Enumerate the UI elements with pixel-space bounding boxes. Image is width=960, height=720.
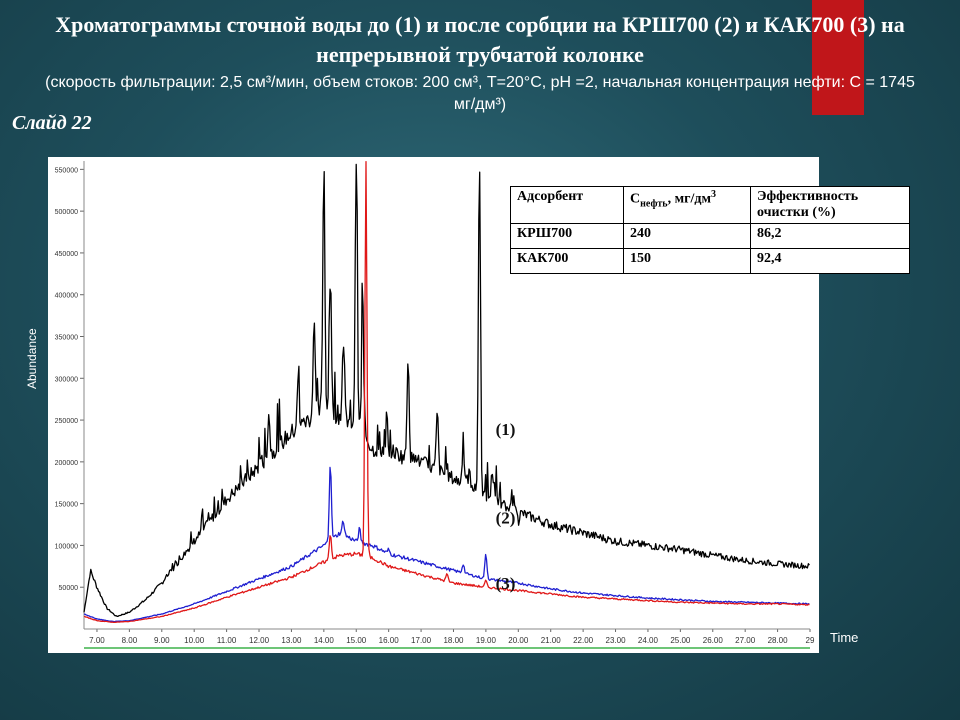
x-tick-label: 22.00: [573, 636, 594, 645]
x-tick-label: 16.00: [379, 636, 400, 645]
x-tick-label: 18.00: [443, 636, 464, 645]
cell-adsorbent: КАК700: [510, 248, 624, 274]
header-conc-sup: 3: [710, 189, 716, 200]
header-conc-sub: нефть: [640, 198, 668, 210]
x-tick-label: 26.00: [703, 636, 724, 645]
title-params: (скорость фильтрации: 2,5 см³/мин, объем…: [45, 74, 915, 113]
header-efficiency: Эффективность очистки (%): [750, 186, 910, 224]
x-tick-label: 8.00: [122, 636, 138, 645]
x-tick-label: 10.00: [184, 636, 205, 645]
x-tick-label: 24.00: [638, 636, 659, 645]
x-tick-label: 14.00: [314, 636, 335, 645]
series-line: [83, 466, 810, 623]
y-tick-label: 500000: [55, 209, 78, 216]
cell-concentration: 150: [623, 248, 751, 274]
y-tick-label: 150000: [55, 502, 78, 509]
series-label: (2): [496, 509, 516, 528]
x-tick-label: 20.00: [508, 636, 529, 645]
x-tick-label: 27.00: [735, 636, 756, 645]
header-conc-prefix: C: [630, 191, 641, 207]
cell-adsorbent: КРШ700: [510, 223, 624, 249]
y-tick-label: 400000: [55, 293, 78, 300]
x-tick-label: 25.00: [670, 636, 691, 645]
title-main: Хроматограммы сточной воды до (1) и посл…: [55, 12, 905, 67]
x-tick-label: 21.00: [541, 636, 562, 645]
x-tick-label: 12.00: [249, 636, 270, 645]
y-tick-label: 250000: [55, 418, 78, 425]
slide-number-label: Слайд 22: [12, 112, 92, 134]
header-conc-suffix: , мг/дм: [667, 191, 711, 207]
cell-efficiency: 86,2: [750, 223, 910, 249]
y-tick-label: 450000: [55, 251, 78, 258]
header-adsorbent: Адсорбент: [510, 186, 624, 224]
table-row: КРШ700 240 86,2: [510, 223, 910, 249]
table-row: КАК700 150 92,4: [510, 248, 910, 274]
x-tick-label: 17.00: [411, 636, 432, 645]
y-tick-label: 300000: [55, 376, 78, 383]
table-header-row: Адсорбент Cнефть, мг/дм3 Эффективность о…: [510, 186, 910, 224]
x-axis-label: Time: [830, 630, 859, 645]
accent-bar: [812, 0, 864, 115]
series-label: (3): [496, 574, 516, 593]
y-tick-label: 100000: [55, 543, 78, 550]
x-tick-label: 7.00: [89, 636, 105, 645]
y-tick-label: 350000: [55, 335, 78, 342]
x-tick-label: 28.00: [768, 636, 789, 645]
x-tick-label: 9.00: [154, 636, 170, 645]
cell-efficiency: 92,4: [750, 248, 910, 274]
series-label: (1): [496, 420, 516, 439]
x-tick-label: 23.00: [606, 636, 627, 645]
labels-group: 5000010000015000020000025000030000035000…: [55, 167, 815, 645]
cell-concentration: 240: [623, 223, 751, 249]
series-line: [83, 163, 810, 617]
y-tick-label: 200000: [55, 460, 78, 467]
x-tick-label: 11.00: [217, 636, 237, 645]
x-tick-label: 15.00: [346, 636, 367, 645]
header-concentration: Cнефть, мг/дм3: [623, 186, 751, 224]
x-tick-label: 13.00: [281, 636, 302, 645]
slide-title: Хроматограммы сточной воды до (1) и посл…: [40, 10, 920, 116]
y-axis-label: Abundance: [25, 328, 39, 389]
x-tick-label: 29: [806, 636, 815, 645]
series-group: [83, 160, 810, 624]
y-tick-label: 50000: [59, 585, 79, 592]
grid-group: [80, 161, 811, 649]
results-table: Адсорбент Cнефть, мг/дм3 Эффективность о…: [510, 186, 910, 274]
x-tick-label: 19.00: [476, 636, 497, 645]
y-tick-label: 550000: [55, 167, 78, 174]
series-line: [83, 160, 810, 624]
